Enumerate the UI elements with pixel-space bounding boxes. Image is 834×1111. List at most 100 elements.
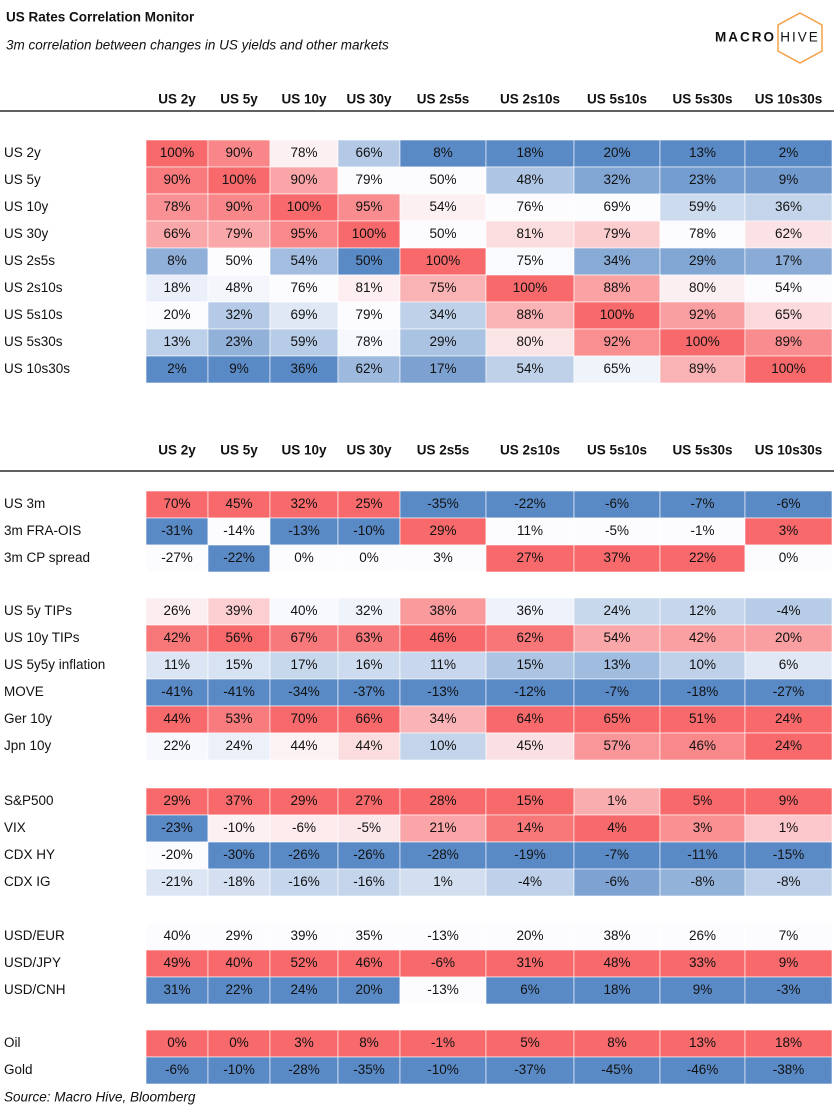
heat-cell — [145, 922, 209, 951]
cell-label: -4% — [776, 603, 800, 618]
row-label: US 10s30s — [4, 361, 70, 376]
cell-label: 20% — [355, 982, 382, 997]
cell-label: 27% — [516, 550, 543, 565]
heat-cell — [744, 732, 833, 761]
cell-label: 79% — [603, 226, 630, 241]
cell-label: 29% — [163, 793, 190, 808]
heat-cell — [744, 841, 833, 870]
cell-label: -12% — [514, 684, 546, 699]
cell-label: 65% — [603, 361, 630, 376]
cell-label: -6% — [605, 874, 629, 889]
heat-cell — [485, 651, 575, 680]
heat-cell — [485, 868, 575, 897]
row-label: MOVE — [4, 684, 44, 699]
cell-label: 57% — [603, 738, 630, 753]
logo-right: HIVE — [780, 30, 820, 45]
column-header: US 2s5s — [417, 443, 470, 458]
heat-cell — [337, 814, 401, 843]
cell-label: 70% — [290, 711, 317, 726]
heat-cell — [207, 922, 271, 951]
cell-label: 24% — [775, 711, 802, 726]
cell-label: 27% — [355, 793, 382, 808]
cell-label: -21% — [161, 874, 193, 889]
cell-label: 22% — [163, 738, 190, 753]
cell-label: 54% — [290, 253, 317, 268]
cell-label: 62% — [516, 630, 543, 645]
heat-cell — [269, 868, 339, 897]
cell-label: 62% — [775, 226, 802, 241]
cell-label: 34% — [429, 711, 456, 726]
heat-cell — [485, 705, 575, 734]
heat-cell — [207, 814, 271, 843]
cell-label: 92% — [603, 334, 630, 349]
heat-cell — [744, 517, 833, 546]
heat-cell — [207, 705, 271, 734]
heat-cell — [399, 868, 487, 897]
heat-cell — [269, 328, 339, 357]
row-label: US 10y TIPs — [4, 630, 80, 645]
cell-label: -5% — [357, 820, 381, 835]
cell-label: -8% — [776, 874, 800, 889]
cell-label: 32% — [355, 603, 382, 618]
cell-label: 8% — [433, 145, 453, 160]
cell-label: 29% — [689, 253, 716, 268]
heat-cell — [485, 814, 575, 843]
heat-cell — [744, 814, 833, 843]
cell-label: -13% — [427, 982, 459, 997]
heat-cell — [145, 544, 209, 573]
heat-cell — [269, 166, 339, 195]
heat-cell — [573, 1029, 661, 1058]
cell-label: 22% — [225, 982, 252, 997]
heat-cell — [145, 274, 209, 303]
cell-label: 13% — [689, 1035, 716, 1050]
cell-label: 65% — [603, 711, 630, 726]
cell-label: 88% — [516, 307, 543, 322]
heat-cell — [399, 301, 487, 330]
row-label: Gold — [4, 1062, 33, 1077]
cell-label: 66% — [355, 711, 382, 726]
cell-label: 22% — [689, 550, 716, 565]
heat-cell — [207, 732, 271, 761]
cell-label: 69% — [603, 199, 630, 214]
cell-label: 2% — [167, 361, 187, 376]
cell-label: -6% — [605, 496, 629, 511]
cell-label: -16% — [288, 874, 320, 889]
cell-label: 29% — [225, 928, 252, 943]
heat-cell — [399, 732, 487, 761]
cell-label: 24% — [290, 982, 317, 997]
cell-label: -18% — [687, 684, 719, 699]
heat-cell — [337, 976, 401, 1005]
heat-cell — [337, 1056, 401, 1085]
cell-label: -27% — [773, 684, 805, 699]
heat-cell — [744, 355, 833, 384]
heat-cell — [573, 355, 661, 384]
row-label: Oil — [4, 1035, 21, 1050]
cell-label: 40% — [225, 955, 252, 970]
heat-cell — [269, 193, 339, 222]
heat-cell — [485, 732, 575, 761]
heat-cell — [659, 166, 746, 195]
heat-cell — [744, 597, 833, 626]
heat-cell — [744, 678, 833, 707]
cell-label: 100% — [222, 172, 257, 187]
cell-label: 7% — [779, 928, 799, 943]
cell-label: 54% — [429, 199, 456, 214]
cell-label: -28% — [427, 847, 459, 862]
cell-label: 56% — [225, 630, 252, 645]
cell-label: 100% — [352, 226, 387, 241]
cell-label: 29% — [290, 793, 317, 808]
heat-cell — [269, 517, 339, 546]
cell-label: 66% — [163, 226, 190, 241]
column-header: US 5s30s — [672, 92, 732, 107]
cell-label: 9% — [779, 955, 799, 970]
heat-cell — [485, 166, 575, 195]
heat-cell — [269, 139, 339, 168]
row-label: US 2s5s — [4, 253, 55, 268]
cell-label: 79% — [355, 172, 382, 187]
cell-label: 75% — [516, 253, 543, 268]
heat-cell — [485, 220, 575, 249]
heat-cell — [399, 787, 487, 816]
cell-label: 75% — [429, 280, 456, 295]
heat-cell — [269, 814, 339, 843]
heat-cell — [337, 1029, 401, 1058]
